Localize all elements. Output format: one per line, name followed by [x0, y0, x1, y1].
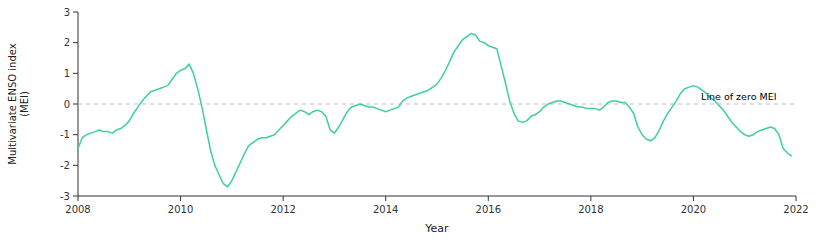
y-tick: [73, 12, 78, 13]
y-tick: [73, 73, 78, 74]
x-tick-label: 2018: [578, 204, 603, 215]
y-tick-label: 0: [64, 99, 70, 110]
x-axis-label: Year: [424, 222, 449, 235]
x-tick: [693, 196, 694, 201]
x-tick-label: 2014: [373, 204, 398, 215]
mei-line: [78, 33, 792, 186]
y-tick: [73, 134, 78, 135]
x-tick-label: 2022: [783, 204, 808, 215]
annotation: Line of zero MEI: [701, 91, 776, 102]
x-tick-label: 2008: [65, 204, 90, 215]
y-tick: [73, 104, 78, 105]
chart: 2008 2010 2012 2014 2016 2018 2020 2022 -3 -2 -1 0 1…: [0, 0, 816, 240]
x-tick: [796, 196, 797, 201]
plot-area: [78, 33, 796, 186]
y-tick-label: -1: [60, 129, 70, 140]
y-tick-label: -2: [60, 160, 70, 171]
x-axis-line: [78, 196, 796, 197]
x-tick: [78, 196, 79, 201]
x-tick: [590, 196, 591, 201]
y-axis-label-line: Multivariate ENSO index: [7, 43, 18, 164]
y-tick: [73, 42, 78, 43]
y-axis-label: Multivariate ENSO index(MEI): [7, 43, 30, 164]
y-tick-label: 1: [64, 68, 70, 79]
x-tick: [283, 196, 284, 201]
x-tick-label: 2020: [681, 204, 706, 215]
reference-line: [78, 104, 796, 105]
y-tick-label: 2: [64, 37, 70, 48]
y-tick: [73, 196, 78, 197]
x-tick: [488, 196, 489, 201]
x-tick: [385, 196, 386, 201]
x-tick: [180, 196, 181, 201]
x-tick-label: 2012: [270, 204, 295, 215]
y-tick: [73, 165, 78, 166]
x-tick-label: 2016: [476, 204, 501, 215]
y-axis-label-line: (MEI): [19, 91, 30, 117]
x-tick-label: 2010: [168, 204, 193, 215]
y-tick-label: -3: [60, 191, 70, 202]
y-tick-label: 3: [64, 7, 70, 18]
